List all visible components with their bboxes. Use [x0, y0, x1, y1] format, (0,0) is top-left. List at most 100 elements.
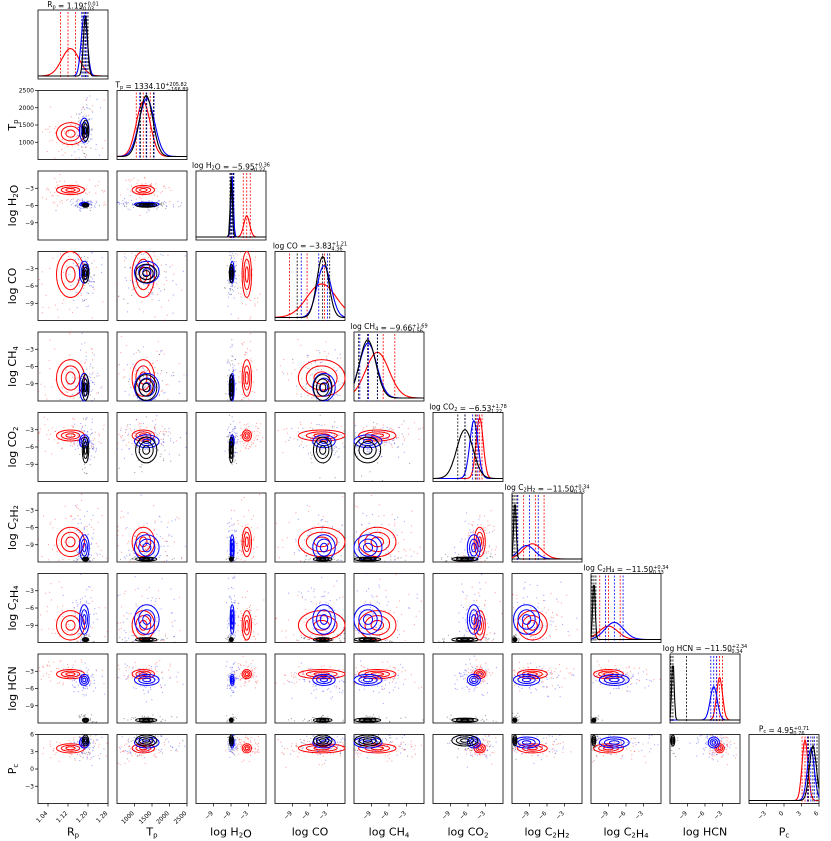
sample-point-red — [46, 151, 48, 153]
sample-point-red — [396, 606, 398, 608]
sample-point-blue — [83, 430, 85, 432]
sample-point-blue — [377, 449, 379, 451]
sample-point-red — [251, 443, 253, 446]
sample-point-blue — [321, 424, 323, 426]
sample-point-black — [136, 369, 138, 371]
sample-point-blue — [229, 667, 231, 669]
sample-point-blue — [392, 439, 394, 441]
sample-point-red — [91, 600, 93, 602]
sample-point-blue — [77, 266, 79, 268]
y-axis-label: log HCN — [6, 666, 19, 710]
sample-point-red — [179, 630, 181, 632]
sample-point-red — [255, 681, 257, 683]
sample-point-blue — [172, 294, 174, 296]
sample-point-red — [86, 98, 88, 101]
sample-point-black — [488, 638, 490, 640]
sample-point-red — [277, 430, 279, 432]
contour-black — [142, 270, 151, 277]
sample-point-black — [85, 418, 87, 420]
sample-point-red — [252, 555, 254, 557]
sample-point-black — [78, 716, 80, 718]
sample-point-black — [84, 207, 86, 209]
sample-point-red — [342, 669, 344, 671]
sample-point-red — [59, 661, 61, 663]
sample-point-black — [81, 553, 84, 556]
sample-point-blue — [82, 693, 84, 696]
sample-point-blue — [333, 449, 335, 451]
sample-point-blue — [164, 391, 166, 393]
sample-point-blue — [228, 362, 230, 364]
sample-point-black — [83, 463, 86, 465]
sample-point-red — [52, 628, 54, 630]
sample-point-blue — [368, 588, 370, 590]
sample-point-black — [300, 396, 302, 398]
panel-frame — [274, 653, 346, 724]
sample-point-blue — [83, 142, 85, 144]
sample-point-red — [52, 194, 54, 196]
sample-point-red — [128, 441, 130, 443]
sample-point-black — [332, 427, 334, 429]
sample-point-blue — [144, 541, 146, 543]
sample-point-red — [243, 424, 245, 426]
sample-point-red — [54, 430, 56, 432]
sample-point-blue — [76, 530, 78, 532]
sample-point-red — [161, 350, 163, 352]
sample-point-red — [238, 292, 240, 294]
sample-point-blue — [91, 118, 93, 120]
sample-point-red — [84, 362, 86, 364]
sample-point-blue — [365, 590, 368, 592]
sample-point-red — [295, 512, 297, 514]
sample-point-blue — [135, 687, 137, 690]
sample-point-red — [82, 107, 84, 109]
sample-point-blue — [70, 204, 72, 206]
contour-red — [65, 129, 76, 138]
sample-point-red — [236, 547, 238, 549]
sample-point-red — [141, 183, 143, 185]
sample-point-blue — [227, 624, 229, 626]
sample-point-blue — [234, 451, 237, 453]
sample-point-blue — [71, 199, 73, 201]
sample-point-red — [60, 660, 62, 662]
sample-point-blue — [169, 266, 171, 268]
sample-point-red — [55, 132, 57, 134]
sample-point-red — [40, 383, 42, 385]
sample-point-red — [75, 157, 77, 159]
sample-point-blue — [101, 257, 103, 259]
sample-point-blue — [76, 201, 78, 203]
sample-point-black — [141, 471, 143, 473]
sample-point-red — [361, 628, 363, 630]
sample-point-blue — [127, 676, 129, 678]
sample-point-red — [169, 665, 171, 667]
sample-point-blue — [235, 277, 237, 279]
sample-point-blue — [144, 385, 146, 387]
sample-point-red — [81, 661, 83, 663]
sample-point-blue — [90, 204, 92, 206]
sample-point-blue — [233, 454, 236, 457]
sample-point-red — [257, 427, 259, 429]
sample-point-blue — [461, 583, 463, 585]
sample-point-red — [246, 443, 248, 445]
sample-point-red — [487, 551, 489, 553]
sample-point-black — [88, 560, 91, 562]
sample-point-blue — [90, 455, 92, 457]
sample-point-black — [230, 294, 232, 296]
sample-point-red — [293, 677, 295, 679]
sample-point-red — [245, 291, 247, 293]
sample-point-red — [49, 140, 51, 142]
sample-point-red — [103, 424, 105, 426]
sample-point-blue — [535, 636, 537, 639]
sample-point-blue — [230, 254, 232, 256]
sample-point-red — [140, 198, 142, 200]
sample-point-red — [117, 442, 119, 444]
sample-point-blue — [318, 350, 320, 352]
sample-point-blue — [89, 365, 91, 367]
sample-point-blue — [366, 448, 368, 450]
sample-point-blue — [88, 524, 90, 526]
sample-point-red — [90, 680, 92, 682]
sample-point-red — [246, 256, 248, 258]
sample-point-blue — [236, 452, 238, 454]
sample-point-black — [91, 432, 93, 434]
sample-point-blue — [234, 600, 236, 602]
sample-point-blue — [229, 288, 231, 290]
sample-point-red — [555, 625, 557, 627]
